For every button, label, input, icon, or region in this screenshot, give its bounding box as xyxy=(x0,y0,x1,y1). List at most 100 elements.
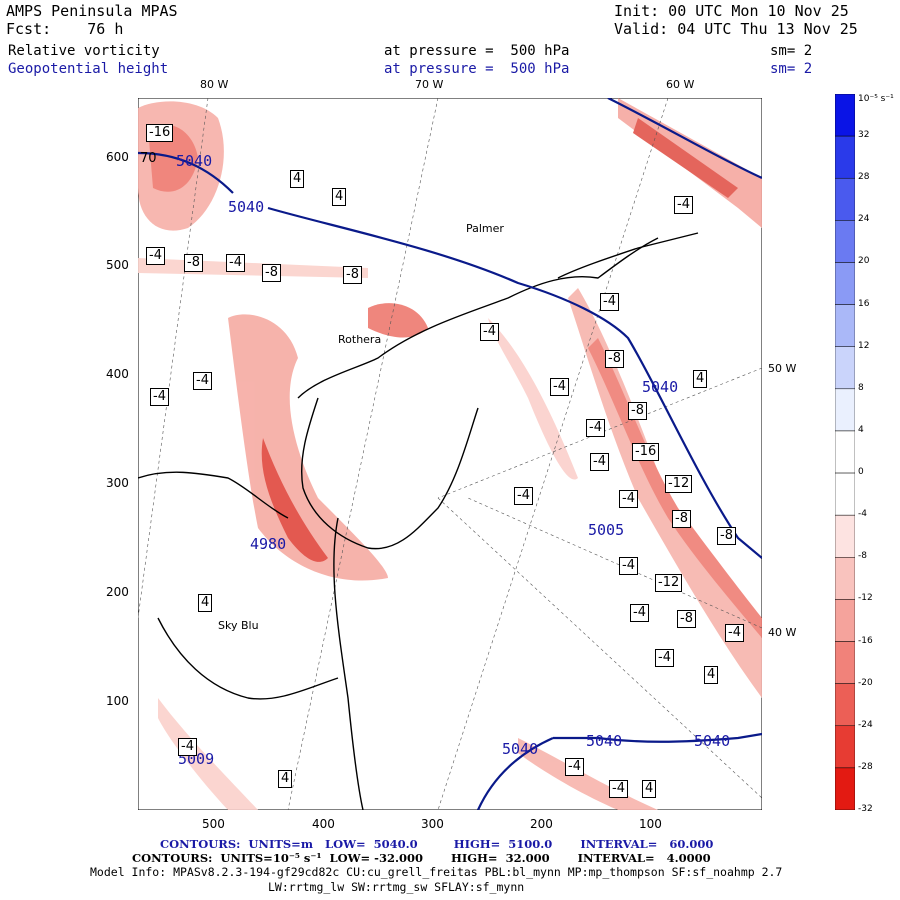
colorbar-tick-label: 24 xyxy=(858,214,870,225)
height-label: 5040 xyxy=(694,732,731,750)
height-label: 5040 xyxy=(502,740,539,758)
vorticity-label: -4 xyxy=(565,758,584,776)
y-tick-label: 600 xyxy=(106,150,129,164)
colorbar-swatch xyxy=(835,430,855,474)
colorbar-swatch xyxy=(835,262,855,305)
vorticity-contour-info: CONTOURS: UNITS=10⁻⁵ s⁻¹ LOW= -32.000 HI… xyxy=(132,851,711,865)
colorbar-tick-label: 4 xyxy=(858,424,864,435)
height-label: 5040 xyxy=(176,152,213,170)
vorticity-label: -4 xyxy=(609,780,628,798)
vorticity-label: -8 xyxy=(677,610,696,628)
y-tick-label: 100 xyxy=(106,694,129,708)
x-tick-label: 200 xyxy=(530,817,553,831)
colorbar-tick-label: 0 xyxy=(858,467,864,478)
vorticity-label: -4 xyxy=(146,247,165,265)
colorbar-tick-label: -16 xyxy=(858,635,873,646)
vorticity-label: -16 xyxy=(146,124,174,142)
vorticity-label: -4 xyxy=(550,378,569,396)
lon-80w-label: 80 W xyxy=(200,78,229,91)
colorbar-tick-label: 28 xyxy=(858,172,870,183)
colorbar-swatch xyxy=(835,514,855,558)
palmer-label: Palmer xyxy=(466,222,504,235)
vorticity-label: -4 xyxy=(655,649,674,667)
vorticity-label: -4 xyxy=(480,323,499,341)
colorbar-swatch xyxy=(835,346,855,390)
y-tick-label: 200 xyxy=(106,585,129,599)
colorbar-swatch xyxy=(835,94,855,137)
colorbar-tick-label: 12 xyxy=(858,340,870,351)
colorbar-swatch xyxy=(835,557,855,600)
vorticity-label: -8 xyxy=(672,510,691,528)
vorticity-label: 4 xyxy=(332,188,347,206)
colorbar-unit: 10⁻⁵ s⁻¹ xyxy=(858,94,894,104)
vorticity-label: 4 xyxy=(693,370,708,388)
lon-50w-label: 50 W xyxy=(768,362,797,375)
field2-smoothing: sm= 2 xyxy=(770,61,813,77)
vorticity-label: 70 xyxy=(140,151,157,166)
x-tick-label: 300 xyxy=(421,817,444,831)
colorbar-tick-label: -20 xyxy=(858,677,873,688)
vorticity-label: -4 xyxy=(178,738,197,756)
colorbar-tick-label: 16 xyxy=(858,298,870,309)
vorticity-label: 4 xyxy=(278,770,293,788)
y-tick-label: 300 xyxy=(106,476,129,490)
vorticity-label: -16 xyxy=(632,443,660,461)
map-title: AMPS Peninsula MPAS xyxy=(6,2,178,20)
vorticity-label: -4 xyxy=(193,372,212,390)
colorbar-swatch xyxy=(835,304,855,347)
vorticity-label: 4 xyxy=(290,170,305,188)
height-label: 5040 xyxy=(228,198,265,216)
colorbar-swatch xyxy=(835,641,855,684)
vorticity-label: -4 xyxy=(619,490,638,508)
colorbar-swatch xyxy=(835,135,855,179)
vorticity-label: 4 xyxy=(198,594,213,612)
vorticity-label: 4 xyxy=(704,666,719,684)
field1-name: Relative vorticity xyxy=(8,43,160,59)
vorticity-label: 4 xyxy=(642,780,657,798)
colorbar-tick-label: -8 xyxy=(858,551,867,562)
height-label: 4980 xyxy=(250,535,287,553)
colorbar-tick-label: -32 xyxy=(858,804,873,814)
colorbar-tick-label: 8 xyxy=(858,382,864,393)
lon-40w-label: 40 W xyxy=(768,626,797,639)
height-label: 5040 xyxy=(642,378,679,396)
vorticity-label: -4 xyxy=(630,604,649,622)
vorticity-label: -12 xyxy=(655,574,683,592)
colorbar-swatch xyxy=(835,683,855,727)
init-time: Init: 00 UTC Mon 10 Nov 25 xyxy=(614,2,849,20)
vorticity-label: -4 xyxy=(590,453,609,471)
forecast-hour: Fcst: 76 h xyxy=(6,20,124,38)
coastlines xyxy=(138,232,699,810)
y-tick-label: 400 xyxy=(106,367,129,381)
colorbar-tick-label: 20 xyxy=(858,256,870,267)
field1-level: at pressure = 500 hPa xyxy=(384,43,570,59)
colorbar-tick-label: 32 xyxy=(858,130,870,141)
colorbar-tick-label: -28 xyxy=(858,761,873,772)
vorticity-label: -4 xyxy=(600,293,619,311)
colorbar-swatch xyxy=(835,725,855,769)
model-info: Model Info: MPASv8.2.3-194-gf29cd82c CU:… xyxy=(90,865,783,879)
colorbar-swatch xyxy=(835,599,855,642)
vorticity-label: -12 xyxy=(665,475,693,493)
x-tick-label: 400 xyxy=(312,817,335,831)
height-label: 5040 xyxy=(586,732,623,750)
colorbar-swatch xyxy=(835,388,855,432)
rothera-label: Rothera xyxy=(338,333,382,346)
vorticity-label: -8 xyxy=(343,266,362,284)
vorticity-label: -8 xyxy=(262,264,281,282)
vorticity-label: -4 xyxy=(586,419,605,437)
height-contour-info: CONTOURS: UNITS=m LOW= 5040.0 HIGH= 5100… xyxy=(160,837,714,851)
vorticity-label: -4 xyxy=(674,196,693,214)
model-info-2: LW:rrtmg_lw SW:rrtmg_sw SFLAY:sf_mynn xyxy=(268,880,525,894)
colorbar-swatch xyxy=(835,177,855,221)
height-label: 5005 xyxy=(588,521,625,539)
colorbar-tick-label: -12 xyxy=(858,593,873,604)
field2-level: at pressure = 500 hPa xyxy=(384,61,570,77)
field2-name: Geopotential height xyxy=(8,61,169,77)
vorticity-label: -8 xyxy=(717,527,736,545)
colorbar-tick-label: -4 xyxy=(858,509,867,520)
vorticity-label: -4 xyxy=(150,388,169,406)
lon-60w-label: 60 W xyxy=(666,78,695,91)
colorbar-swatch xyxy=(835,220,855,263)
x-tick-label: 500 xyxy=(202,817,225,831)
